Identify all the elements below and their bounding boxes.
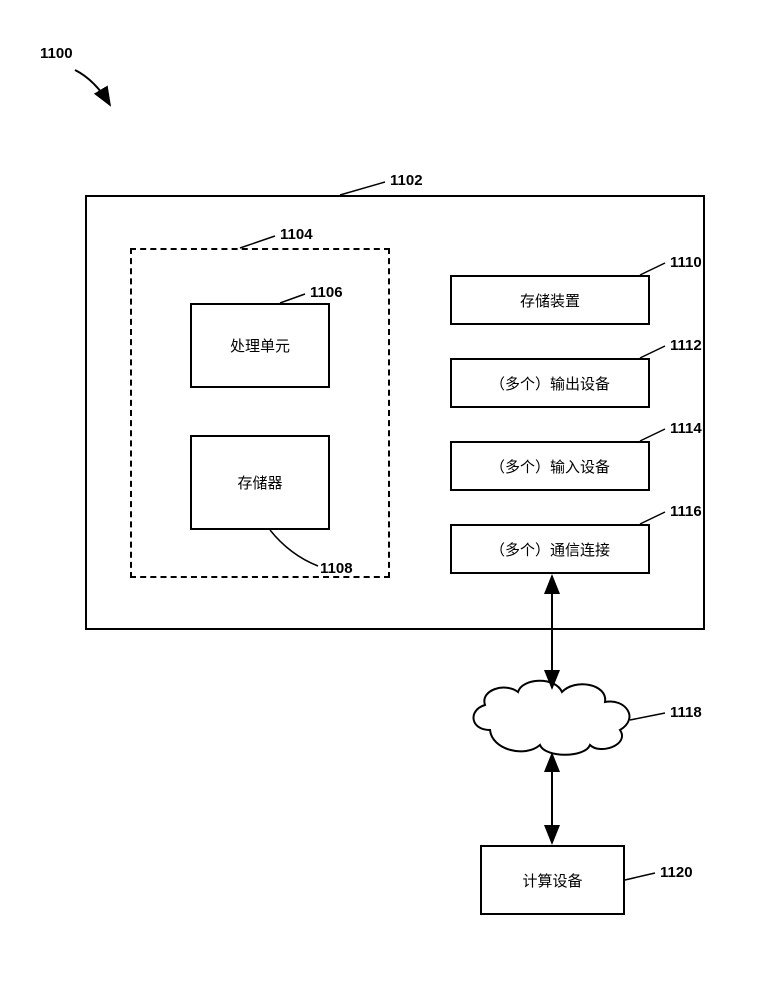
box-memory: 存储器: [190, 435, 330, 530]
ref-1114-label: 1114: [670, 420, 702, 437]
box-comm-connections: （多个）通信连接: [450, 524, 650, 574]
ref-1100-label: 1100: [40, 45, 73, 62]
box-memory-text: 存储器: [237, 472, 282, 493]
box-compute-text: 计算设备: [522, 870, 582, 891]
ref-1104-label: 1104: [280, 226, 313, 243]
leader-1118: [630, 713, 665, 720]
box-storage-device: 存储装置: [450, 275, 650, 325]
box-processing-unit: 处理单元: [190, 303, 330, 388]
ref-1116-label: 1116: [670, 503, 702, 520]
box-processing-unit-text: 处理单元: [230, 335, 290, 356]
ref-1110-label: 1110: [670, 254, 702, 271]
ref-1118-label: 1118: [670, 704, 702, 721]
box-storage-text: 存储装置: [520, 290, 580, 311]
cloud-network-text: 网络: [532, 713, 562, 734]
leader-1120: [625, 873, 655, 880]
box-output-text: （多个）输出设备: [490, 373, 610, 394]
arrow-1100: [75, 70, 110, 105]
box-compute-device: 计算设备: [480, 845, 625, 915]
ref-1106-label: 1106: [310, 284, 343, 301]
ref-1112-label: 1112: [670, 337, 702, 354]
box-input-devices: （多个）输入设备: [450, 441, 650, 491]
leader-1102: [340, 182, 385, 195]
box-output-devices: （多个）输出设备: [450, 358, 650, 408]
ref-1120-label: 1120: [660, 864, 693, 881]
ref-1108-label: 1108: [320, 560, 353, 577]
box-comm-text: （多个）通信连接: [490, 539, 610, 560]
box-input-text: （多个）输入设备: [490, 456, 610, 477]
ref-1102-label: 1102: [390, 172, 423, 189]
